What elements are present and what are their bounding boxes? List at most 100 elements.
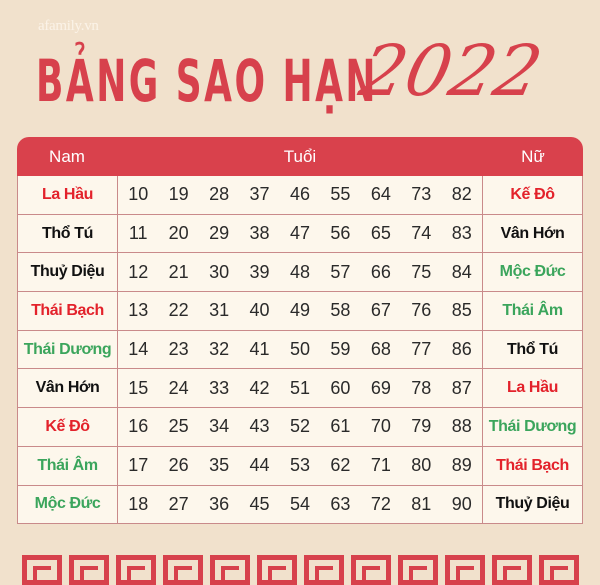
- age-cell: 42: [249, 377, 270, 398]
- header-female: Nữ: [521, 146, 545, 166]
- age-cell: 20: [168, 223, 189, 244]
- table-row: Thái Bạch 13 22 31 40 49 58 67 76 85 Thái Âm: [17, 292, 583, 331]
- male-star: Thái Âm: [18, 446, 118, 485]
- age-cell: 55: [330, 184, 351, 205]
- age-cell: 26: [168, 455, 189, 476]
- age-cell: 65: [370, 223, 391, 244]
- age-cell: 12: [128, 261, 149, 282]
- brand-logo: afamily.vn: [38, 18, 99, 34]
- age-cell: 89: [451, 455, 472, 476]
- male-star: Vân Hớn: [18, 369, 118, 408]
- age-cell: 60: [330, 377, 351, 398]
- female-star: Thái Âm: [482, 292, 582, 330]
- age-cell: 21: [168, 261, 189, 282]
- age-cell: 78: [411, 377, 432, 398]
- age-cell: 66: [370, 261, 391, 282]
- table-row: Mộc Đức 18 27 36 45 54 63 72 81 90 Thuỷ Diệu: [17, 485, 583, 525]
- age-cell: 18: [128, 493, 149, 514]
- male-star: Thuỷ Diệu: [18, 253, 118, 292]
- age-cell: 27: [168, 493, 189, 514]
- age-cell: 30: [209, 261, 230, 282]
- age-cell: 61: [330, 416, 351, 437]
- age-cell: 45: [249, 493, 270, 514]
- age-cell: 25: [168, 416, 189, 437]
- page-year: 2022: [353, 30, 549, 112]
- age-cell: 16: [128, 416, 149, 437]
- age-cell: 88: [451, 416, 472, 437]
- age-list: 15 24 33 42 51 60 69 78 87: [118, 369, 482, 407]
- female-star: Thổ Tú: [482, 330, 582, 369]
- age-cell: 56: [330, 223, 351, 244]
- age-cell: 70: [370, 416, 391, 437]
- table-row: Thái Âm 17 26 35 44 53 62 71 80 89 Thái Bạch: [17, 446, 583, 486]
- age-cell: 82: [451, 184, 472, 205]
- age-cell: 38: [249, 223, 270, 244]
- age-cell: 47: [289, 223, 310, 244]
- table-header: Nam Tuổi Nữ: [17, 137, 583, 176]
- age-cell: 84: [451, 261, 472, 282]
- age-cell: 49: [289, 300, 310, 321]
- age-cell: 43: [249, 416, 270, 437]
- header-male: Nam: [49, 146, 85, 166]
- age-cell: 24: [168, 377, 189, 398]
- age-list: 10 19 28 37 46 55 64 73 82: [118, 176, 482, 214]
- age-cell: 46: [289, 184, 310, 205]
- female-star: Mộc Đức: [482, 253, 582, 292]
- age-cell: 85: [451, 300, 472, 321]
- age-list: 16 25 34 43 52 61 70 79 88: [118, 408, 482, 446]
- age-cell: 73: [411, 184, 432, 205]
- age-list: 14 23 32 41 50 59 68 77 86: [118, 331, 482, 369]
- age-cell: 10: [128, 184, 149, 205]
- age-cell: 14: [128, 339, 149, 360]
- age-cell: 72: [370, 493, 391, 514]
- age-cell: 59: [330, 339, 351, 360]
- table-row: Thuỷ Diệu 12 21 30 39 48 57 66 75 84 Mộc Đức: [17, 253, 583, 293]
- male-star: Thái Dương: [18, 330, 118, 369]
- age-cell: 87: [451, 377, 472, 398]
- age-cell: 90: [451, 493, 472, 514]
- age-cell: 76: [411, 300, 432, 321]
- male-star: Mộc Đức: [18, 485, 118, 524]
- age-cell: 39: [249, 261, 270, 282]
- male-star: Thái Bạch: [18, 292, 118, 330]
- age-cell: 64: [370, 184, 391, 205]
- age-list: 12 21 30 39 48 57 66 75 84: [118, 253, 482, 291]
- age-list: 13 22 31 40 49 58 67 76 85: [118, 292, 482, 330]
- table-row: Thổ Tú 11 20 29 38 47 56 65 74 83 Vân Hớn: [17, 214, 583, 254]
- age-cell: 48: [289, 261, 310, 282]
- age-cell: 51: [289, 377, 310, 398]
- age-cell: 31: [209, 300, 230, 321]
- age-cell: 40: [249, 300, 270, 321]
- table-row: Thái Dương 14 23 32 41 50 59 68 77 86 Thổ Tú: [17, 330, 583, 370]
- age-cell: 15: [128, 377, 149, 398]
- age-cell: 11: [128, 223, 148, 244]
- male-star: Thổ Tú: [18, 214, 118, 253]
- age-cell: 81: [411, 493, 432, 514]
- age-cell: 44: [249, 455, 270, 476]
- age-cell: 80: [411, 455, 432, 476]
- age-cell: 32: [209, 339, 230, 360]
- age-cell: 77: [411, 339, 432, 360]
- age-cell: 19: [168, 184, 189, 205]
- age-cell: 62: [330, 455, 351, 476]
- age-cell: 28: [209, 184, 230, 205]
- female-star: Thuỷ Diệu: [482, 485, 582, 524]
- age-cell: 37: [249, 184, 270, 205]
- decorative-border: [22, 555, 592, 585]
- female-star: Thái Bạch: [482, 446, 582, 485]
- header-age: Tuổi: [283, 146, 317, 166]
- age-cell: 75: [411, 261, 432, 282]
- age-cell: 29: [209, 223, 230, 244]
- age-cell: 68: [370, 339, 391, 360]
- age-cell: 86: [451, 339, 472, 360]
- age-cell: 17: [128, 455, 149, 476]
- age-cell: 33: [209, 377, 230, 398]
- age-cell: 23: [168, 339, 189, 360]
- age-cell: 69: [370, 377, 391, 398]
- age-cell: 74: [411, 223, 432, 244]
- age-cell: 35: [209, 455, 230, 476]
- age-list: 18 27 36 45 54 63 72 81 90: [118, 486, 482, 524]
- male-star: La Hầu: [18, 176, 118, 214]
- age-cell: 67: [370, 300, 391, 321]
- female-star: Vân Hớn: [482, 214, 582, 253]
